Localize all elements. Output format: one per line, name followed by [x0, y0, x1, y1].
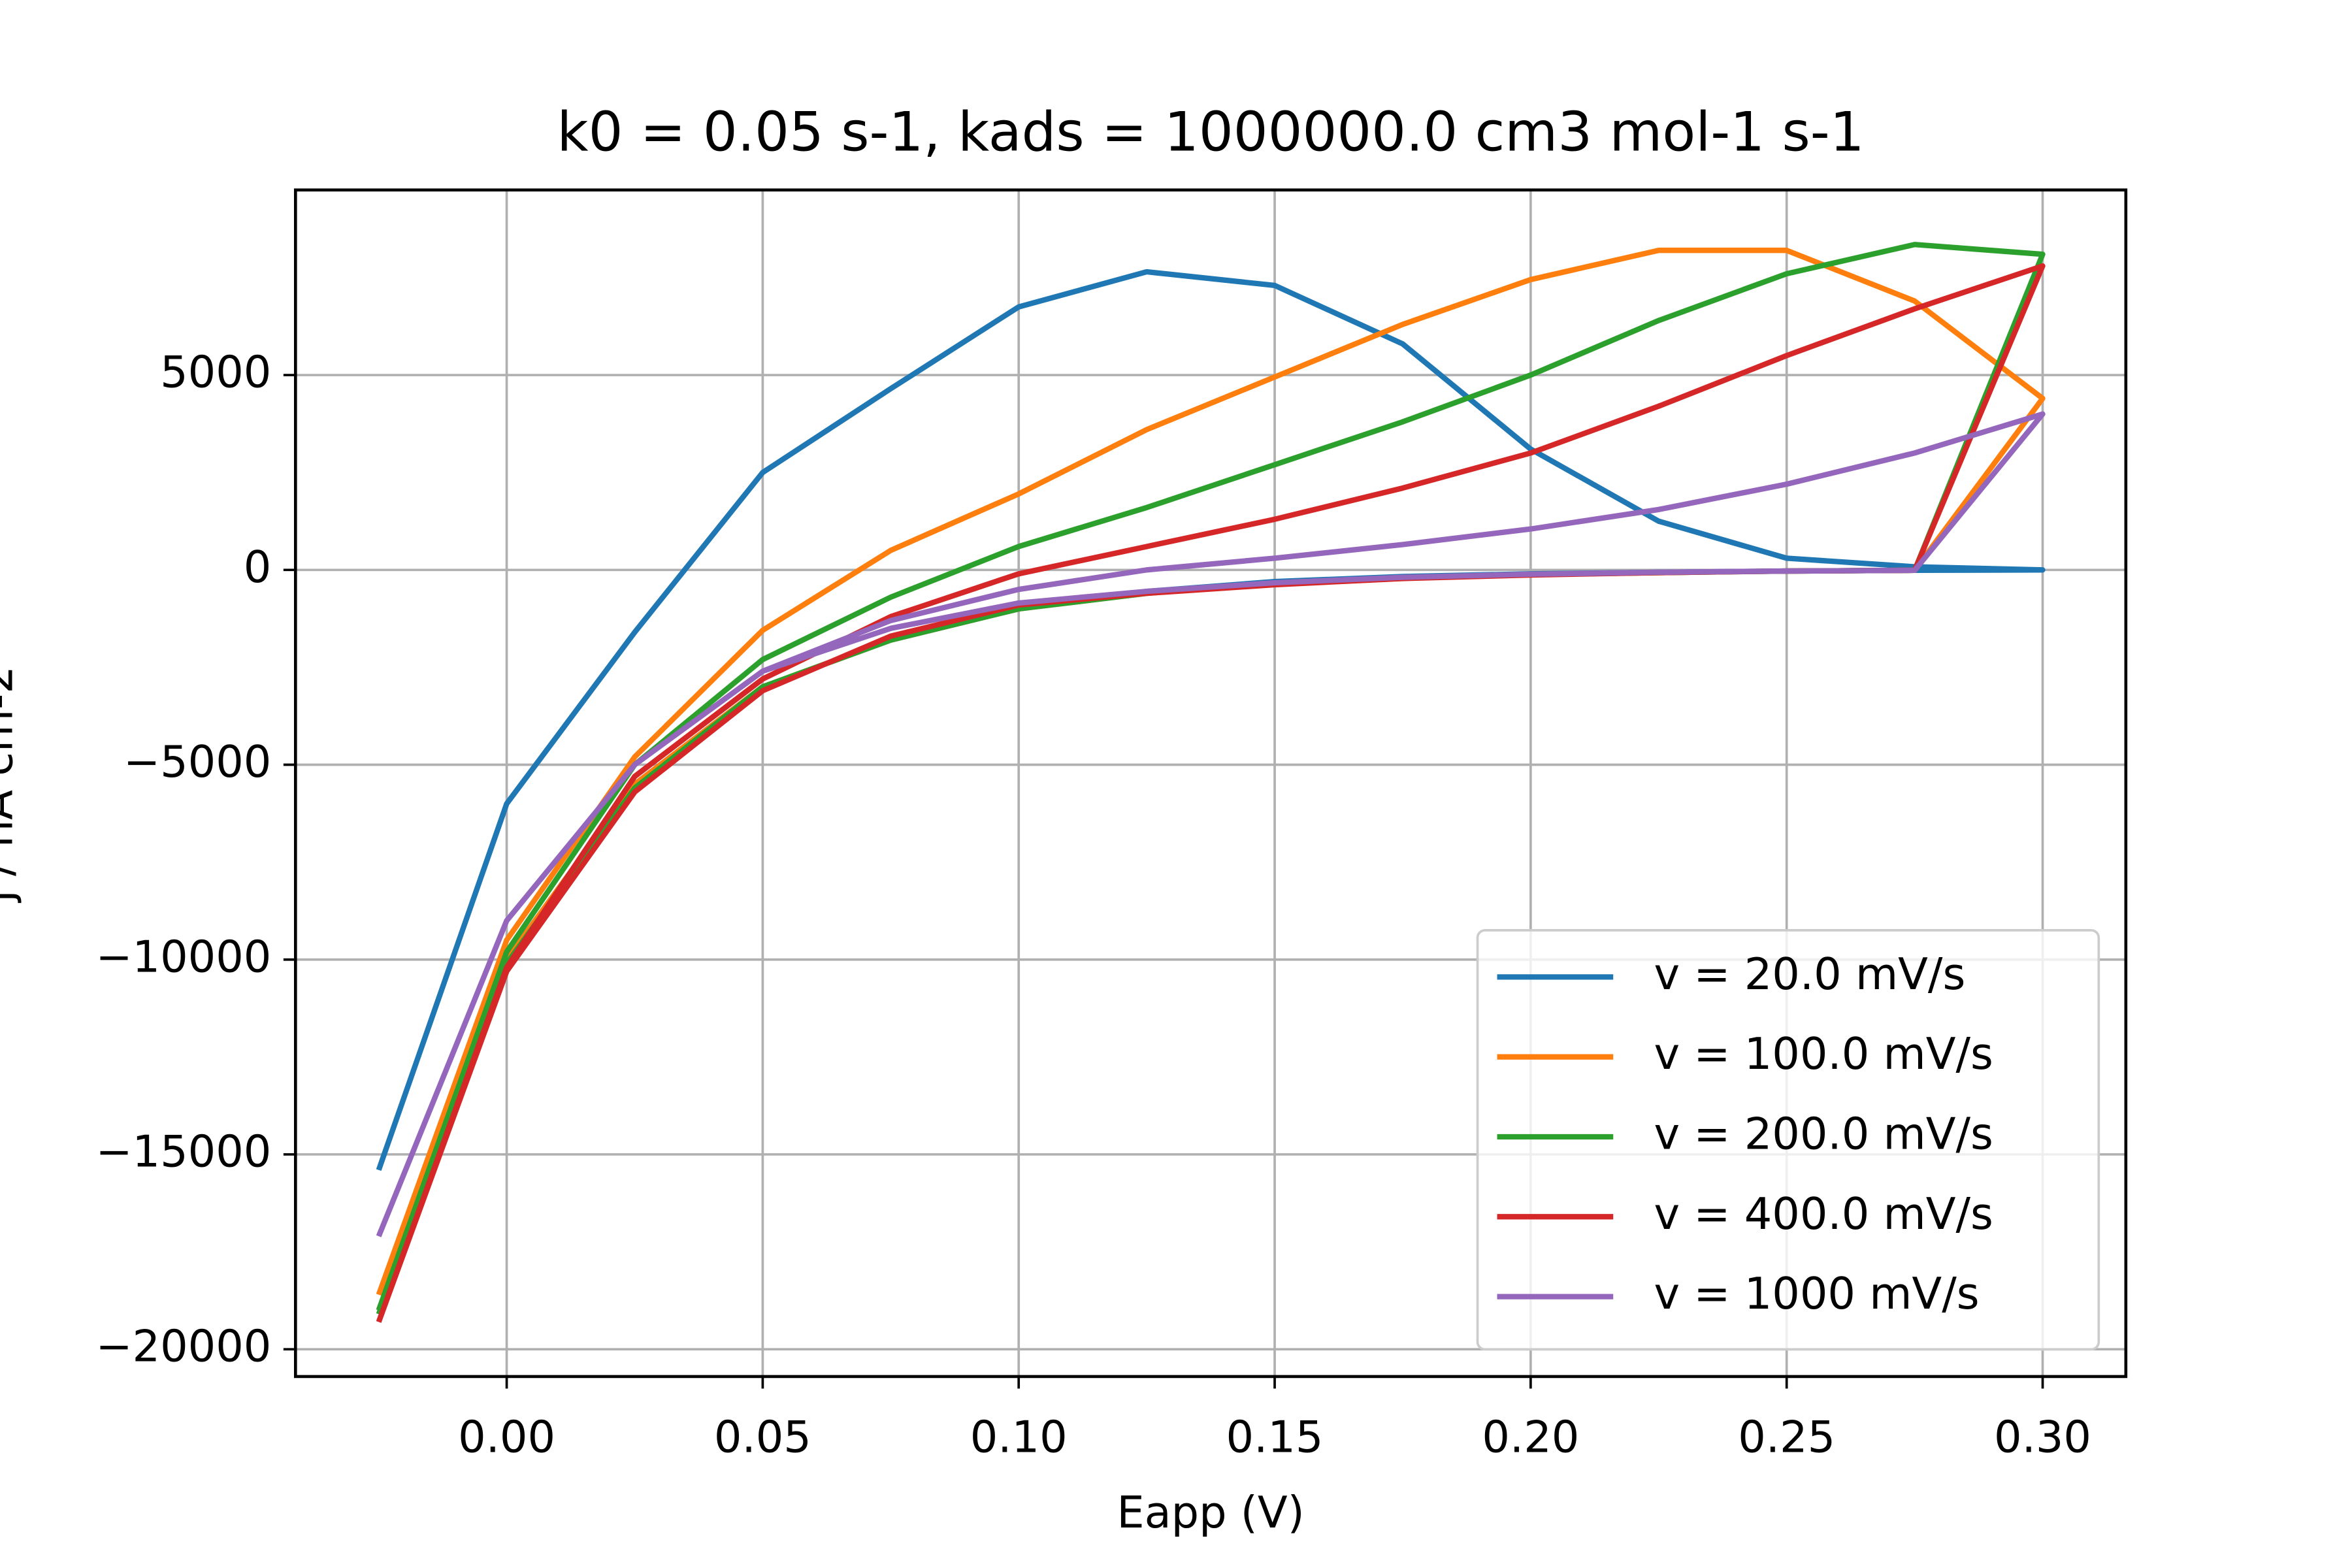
legend-label: v = 200.0 mV/s [1654, 1109, 1993, 1160]
x-axis-label: Eapp (V) [1117, 1487, 1304, 1538]
legend-label: v = 20.0 mV/s [1654, 949, 1966, 1000]
series-line [376, 263, 2046, 1323]
legend-box [1476, 929, 2100, 1351]
y-tick-label: 5000 [160, 347, 271, 398]
legend-label: v = 1000 mV/s [1654, 1268, 1980, 1319]
x-tick-label: 0.20 [1482, 1411, 1579, 1462]
y-tick-label: −20000 [95, 1321, 271, 1372]
x-tick-label: 0.00 [458, 1411, 555, 1462]
legend: v = 20.0 mV/s v = 100.0 mV/s v = 200.0 mV/… [1476, 929, 2100, 1351]
legend-label: v = 400.0 mV/s [1654, 1188, 1993, 1239]
y-tick-label: −10000 [95, 931, 271, 982]
y-tick-label: −15000 [95, 1126, 271, 1177]
y-tick-label: −5000 [123, 736, 271, 787]
x-tick-label: 0.10 [970, 1411, 1068, 1462]
x-tick-label: 0.15 [1226, 1411, 1324, 1462]
series-line [376, 411, 2046, 1237]
x-tick-label: 0.30 [1994, 1411, 2091, 1462]
x-tick-label: 0.05 [714, 1411, 811, 1462]
y-tick-label: 0 [244, 542, 272, 593]
legend-label: v = 100.0 mV/s [1654, 1028, 1993, 1079]
y-axis-label: j / nA cm-2 [0, 666, 23, 904]
series-line [376, 242, 2046, 1315]
plot-frame [293, 188, 2128, 1379]
chart-title: k0 = 0.05 s-1, kads = 1000000.0 cm3 mol-… [557, 101, 1865, 164]
x-tick-label: 0.25 [1738, 1411, 1835, 1462]
